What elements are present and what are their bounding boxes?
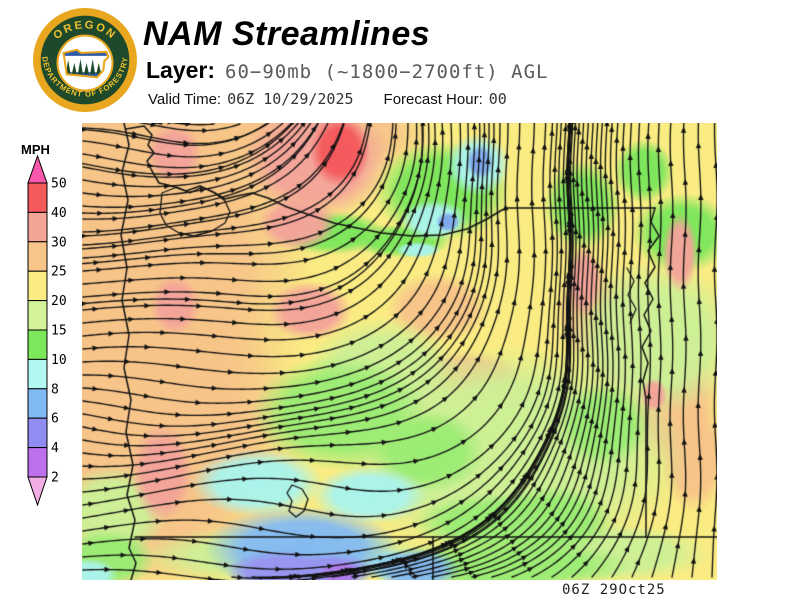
streamline-map [82, 123, 717, 580]
legend-arrow-bottom [27, 476, 48, 507]
valid-time-label: Valid Time: [148, 91, 222, 108]
legend-color-segment [27, 300, 48, 331]
legend-tick-label: 2 [51, 471, 59, 486]
legend-color-segment [27, 358, 48, 390]
legend-tick-label: 4 [51, 441, 59, 456]
layer-label: Layer: [146, 57, 216, 83]
legend-color-segment [27, 388, 48, 419]
page-title: NAM Streamlines [143, 15, 431, 53]
legend-arrow-top [27, 154, 48, 184]
map-timestamp: 06Z 29Oct25 [562, 582, 666, 598]
forecast-hour-value: 00 [488, 90, 507, 108]
legend-tick-label: 10 [51, 353, 67, 368]
legend-tick-label: 40 [51, 206, 67, 221]
legend-tick-label: 20 [51, 294, 67, 309]
legend-color-segment [27, 417, 48, 449]
legend-color-segment [27, 211, 48, 243]
legend-tick-label: 50 [51, 177, 67, 192]
forecast-hour-label: Forecast Hour: [383, 91, 483, 108]
wind-speed-legend: MPH 50 40 30 25 20 15 10 8 6 4 2 [21, 142, 67, 507]
legend-color-segment [27, 270, 48, 302]
legend-tick-label: 15 [51, 324, 67, 339]
legend-units-label: MPH [21, 142, 50, 157]
legend-tick-label: 6 [51, 412, 59, 427]
legend-tick-label: 25 [51, 265, 67, 280]
valid-time-value: 06Z 10/29/2025 [227, 90, 354, 108]
legend-color-segment [27, 447, 48, 478]
legend-color-segment [27, 329, 48, 360]
logo-trees [65, 58, 102, 75]
legend-color-segment [27, 182, 48, 213]
logo-oregon-scene [62, 48, 110, 79]
odf-logo-icon: OREGON DEPARTMENT OF FORESTRY [33, 8, 137, 112]
valid-time-line: Valid Time: 06Z 10/29/2025 Forecast Hour… [148, 90, 507, 108]
layer-line: Layer: 60−90mb (~1800−2700ft) AGL [146, 57, 548, 84]
legend-color-segment [27, 241, 48, 272]
legend-tick-label: 30 [51, 235, 67, 250]
legend-tick-label: 8 [51, 382, 59, 397]
streamline-map-canvas [82, 123, 717, 580]
layer-value: 60−90mb (~1800−2700ft) AGL [225, 61, 549, 83]
